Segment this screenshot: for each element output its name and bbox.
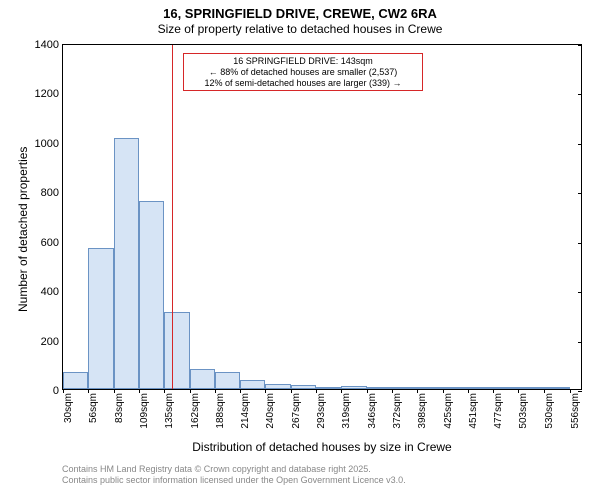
x-tick-label: 346sqm — [367, 389, 378, 429]
x-tick-label: 83sqm — [114, 389, 125, 423]
y-tick-mark — [578, 342, 582, 343]
histogram-bar — [215, 372, 240, 389]
x-tick-label: 530sqm — [544, 389, 555, 429]
x-tick-label: 56sqm — [88, 389, 99, 423]
annotation-line3: 12% of semi-detached houses are larger (… — [188, 78, 418, 89]
y-tick-label: 1400 — [35, 39, 63, 51]
y-tick-label: 600 — [41, 237, 63, 249]
y-tick-mark — [578, 193, 582, 194]
y-tick-mark — [578, 94, 582, 95]
x-axis-label: Distribution of detached houses by size … — [62, 440, 582, 454]
x-tick-label: 188sqm — [215, 389, 226, 429]
x-tick-label: 503sqm — [518, 389, 529, 429]
x-tick-label: 30sqm — [63, 389, 74, 423]
attribution-line2: Contains public sector information licen… — [62, 475, 406, 486]
chart-title: 16, SPRINGFIELD DRIVE, CREWE, CW2 6RA — [0, 6, 600, 21]
annotation-line2: ← 88% of detached houses are smaller (2,… — [188, 67, 418, 78]
y-tick-label: 0 — [53, 385, 63, 397]
histogram-bar — [63, 372, 88, 389]
y-tick-mark — [578, 292, 582, 293]
y-tick-label: 1000 — [35, 138, 63, 150]
x-tick-label: 451sqm — [468, 389, 479, 429]
marker-line — [172, 45, 173, 389]
y-axis-label: Number of detached properties — [16, 147, 30, 312]
x-tick-label: 556sqm — [570, 389, 581, 429]
histogram-bar — [164, 312, 190, 389]
x-tick-label: 319sqm — [341, 389, 352, 429]
x-tick-label: 214sqm — [240, 389, 251, 429]
histogram-bar — [139, 201, 164, 389]
x-tick-label: 162sqm — [190, 389, 201, 429]
x-tick-label: 267sqm — [291, 389, 302, 429]
y-tick-mark — [578, 45, 582, 46]
marker-annotation: 16 SPRINGFIELD DRIVE: 143sqm ← 88% of de… — [183, 53, 423, 91]
histogram-bar — [88, 248, 114, 389]
x-tick-label: 293sqm — [316, 389, 327, 429]
attribution-text: Contains HM Land Registry data © Crown c… — [62, 464, 406, 487]
histogram-bar — [114, 138, 139, 389]
plot-area: 020040060080010001200140030sqm56sqm83sqm… — [62, 44, 582, 390]
x-tick-label: 398sqm — [417, 389, 428, 429]
histogram-bar — [240, 380, 265, 389]
y-tick-label: 800 — [41, 187, 63, 199]
y-tick-label: 1200 — [35, 88, 63, 100]
y-tick-mark — [578, 144, 582, 145]
y-tick-mark — [578, 243, 582, 244]
x-tick-label: 372sqm — [392, 389, 403, 429]
chart-container: 16, SPRINGFIELD DRIVE, CREWE, CW2 6RA Si… — [0, 0, 600, 500]
x-tick-label: 425sqm — [443, 389, 454, 429]
annotation-line1: 16 SPRINGFIELD DRIVE: 143sqm — [188, 56, 418, 67]
x-tick-label: 477sqm — [493, 389, 504, 429]
y-tick-label: 400 — [41, 286, 63, 298]
x-tick-label: 109sqm — [139, 389, 150, 429]
y-tick-label: 200 — [41, 336, 63, 348]
x-tick-label: 240sqm — [265, 389, 276, 429]
x-tick-label: 135sqm — [164, 389, 175, 429]
histogram-bar — [190, 369, 215, 389]
chart-subtitle: Size of property relative to detached ho… — [0, 22, 600, 36]
attribution-line1: Contains HM Land Registry data © Crown c… — [62, 464, 406, 475]
